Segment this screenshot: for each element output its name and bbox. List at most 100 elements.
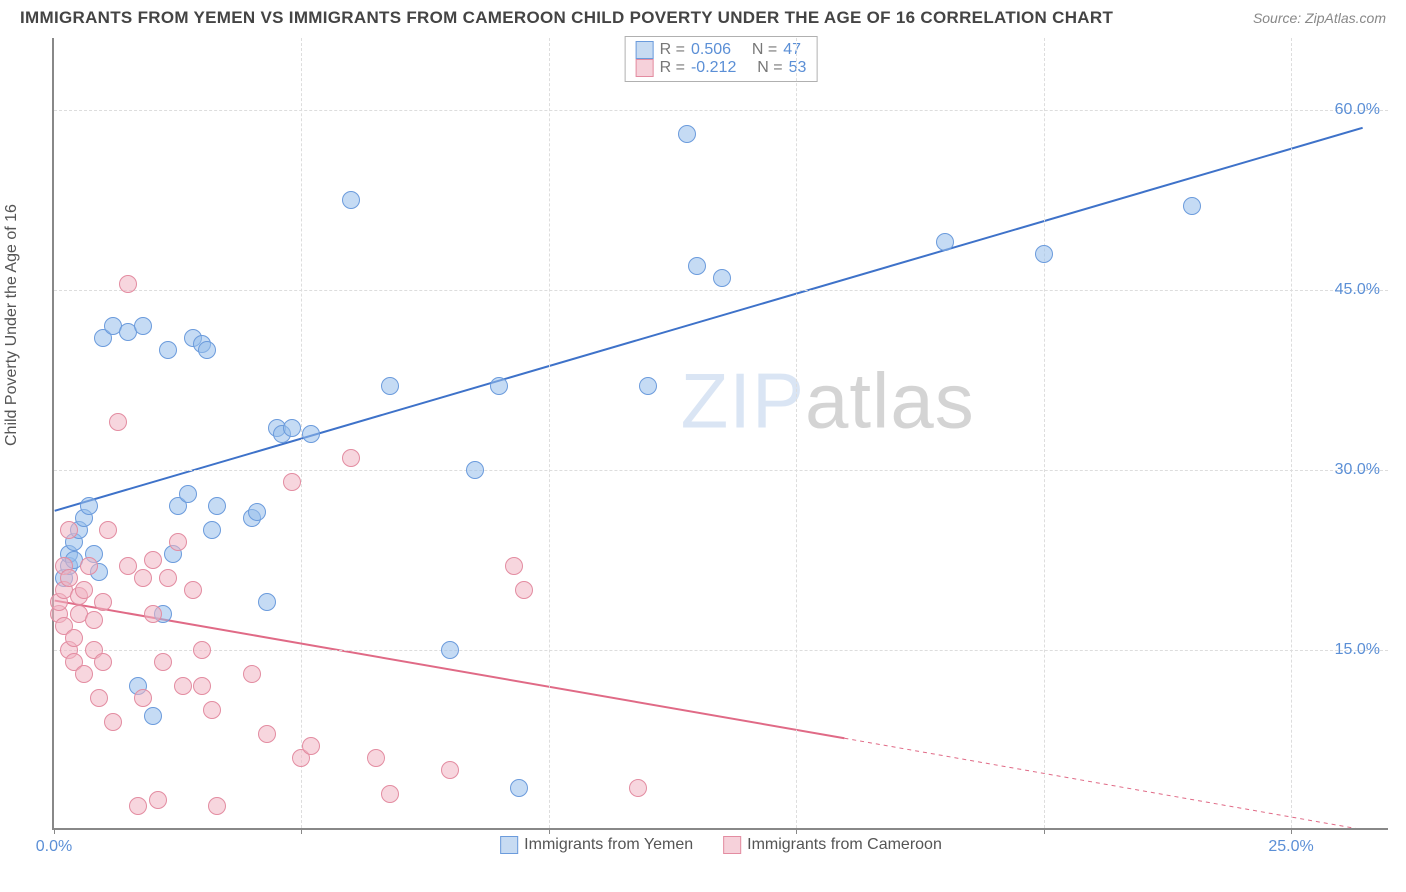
y-tick-label: 60.0% <box>1335 101 1380 119</box>
gridline <box>54 110 1388 111</box>
data-point <box>179 485 197 503</box>
x-tick-label: 25.0% <box>1268 838 1313 856</box>
data-point <box>184 581 202 599</box>
data-point <box>129 797 147 815</box>
data-point <box>90 689 108 707</box>
data-point <box>208 497 226 515</box>
chart-plot-area: ZIPatlas R = 0.506 N = 47 R = -0.212 N =… <box>52 38 1388 830</box>
x-tick-mark <box>549 828 550 834</box>
data-point <box>208 797 226 815</box>
gridline <box>54 650 1388 651</box>
data-point <box>60 521 78 539</box>
data-point <box>99 521 117 539</box>
data-point <box>441 641 459 659</box>
gridline <box>54 290 1388 291</box>
data-point <box>342 449 360 467</box>
legend-swatch <box>636 59 654 77</box>
data-point <box>80 497 98 515</box>
data-point <box>94 593 112 611</box>
data-point <box>283 473 301 491</box>
data-point <box>174 677 192 695</box>
x-tick-mark <box>1044 828 1045 834</box>
data-point <box>193 641 211 659</box>
x-tick-mark <box>796 828 797 834</box>
correlation-legend: R = 0.506 N = 47 R = -0.212 N = 53 <box>625 36 818 82</box>
data-point <box>193 677 211 695</box>
data-point <box>283 419 301 437</box>
data-point <box>109 413 127 431</box>
data-point <box>510 779 528 797</box>
data-point <box>134 569 152 587</box>
data-point <box>381 785 399 803</box>
data-point <box>75 665 93 683</box>
data-point <box>169 533 187 551</box>
data-point <box>85 611 103 629</box>
data-point <box>159 341 177 359</box>
source-label: Source: ZipAtlas.com <box>1253 10 1386 26</box>
data-point <box>1183 197 1201 215</box>
data-point <box>466 461 484 479</box>
y-axis-title: Child Poverty Under the Age of 16 <box>3 204 21 446</box>
data-point <box>134 689 152 707</box>
chart-title: IMMIGRANTS FROM YEMEN VS IMMIGRANTS FROM… <box>20 8 1113 28</box>
legend-row: R = 0.506 N = 47 <box>636 41 807 59</box>
y-tick-label: 30.0% <box>1335 461 1380 479</box>
data-point <box>505 557 523 575</box>
data-point <box>198 341 216 359</box>
data-point <box>515 581 533 599</box>
data-point <box>94 653 112 671</box>
data-point <box>1035 245 1053 263</box>
legend-item: Immigrants from Yemen <box>500 836 693 854</box>
watermark: ZIPatlas <box>681 356 975 447</box>
data-point <box>80 557 98 575</box>
data-point <box>65 629 83 647</box>
gridline <box>1044 38 1045 828</box>
data-point <box>154 653 172 671</box>
data-point <box>75 581 93 599</box>
data-point <box>258 725 276 743</box>
data-point <box>302 737 320 755</box>
data-point <box>381 377 399 395</box>
gridline <box>1291 38 1292 828</box>
data-point <box>104 713 122 731</box>
data-point <box>639 377 657 395</box>
data-point <box>441 761 459 779</box>
data-point <box>134 317 152 335</box>
y-tick-label: 15.0% <box>1335 641 1380 659</box>
trend-lines <box>54 38 1388 828</box>
data-point <box>159 569 177 587</box>
x-tick-mark <box>54 828 55 834</box>
data-point <box>678 125 696 143</box>
data-point <box>629 779 647 797</box>
legend-item: Immigrants from Cameroon <box>723 836 942 854</box>
gridline <box>549 38 550 828</box>
data-point <box>144 707 162 725</box>
x-tick-mark <box>1291 828 1292 834</box>
data-point <box>119 275 137 293</box>
data-point <box>713 269 731 287</box>
x-tick-mark <box>301 828 302 834</box>
data-point <box>342 191 360 209</box>
data-point <box>258 593 276 611</box>
data-point <box>248 503 266 521</box>
gridline <box>796 38 797 828</box>
legend-swatch <box>636 41 654 59</box>
gridline <box>54 470 1388 471</box>
data-point <box>936 233 954 251</box>
data-point <box>144 551 162 569</box>
data-point <box>144 605 162 623</box>
data-point <box>490 377 508 395</box>
x-tick-label: 0.0% <box>36 838 72 856</box>
legend-swatch <box>723 836 741 854</box>
data-point <box>203 701 221 719</box>
data-point <box>688 257 706 275</box>
data-point <box>243 665 261 683</box>
data-point <box>302 425 320 443</box>
data-point <box>367 749 385 767</box>
series-legend: Immigrants from Yemen Immigrants from Cam… <box>500 836 942 854</box>
data-point <box>149 791 167 809</box>
legend-swatch <box>500 836 518 854</box>
data-point <box>203 521 221 539</box>
legend-row: R = -0.212 N = 53 <box>636 59 807 77</box>
y-tick-label: 45.0% <box>1335 281 1380 299</box>
